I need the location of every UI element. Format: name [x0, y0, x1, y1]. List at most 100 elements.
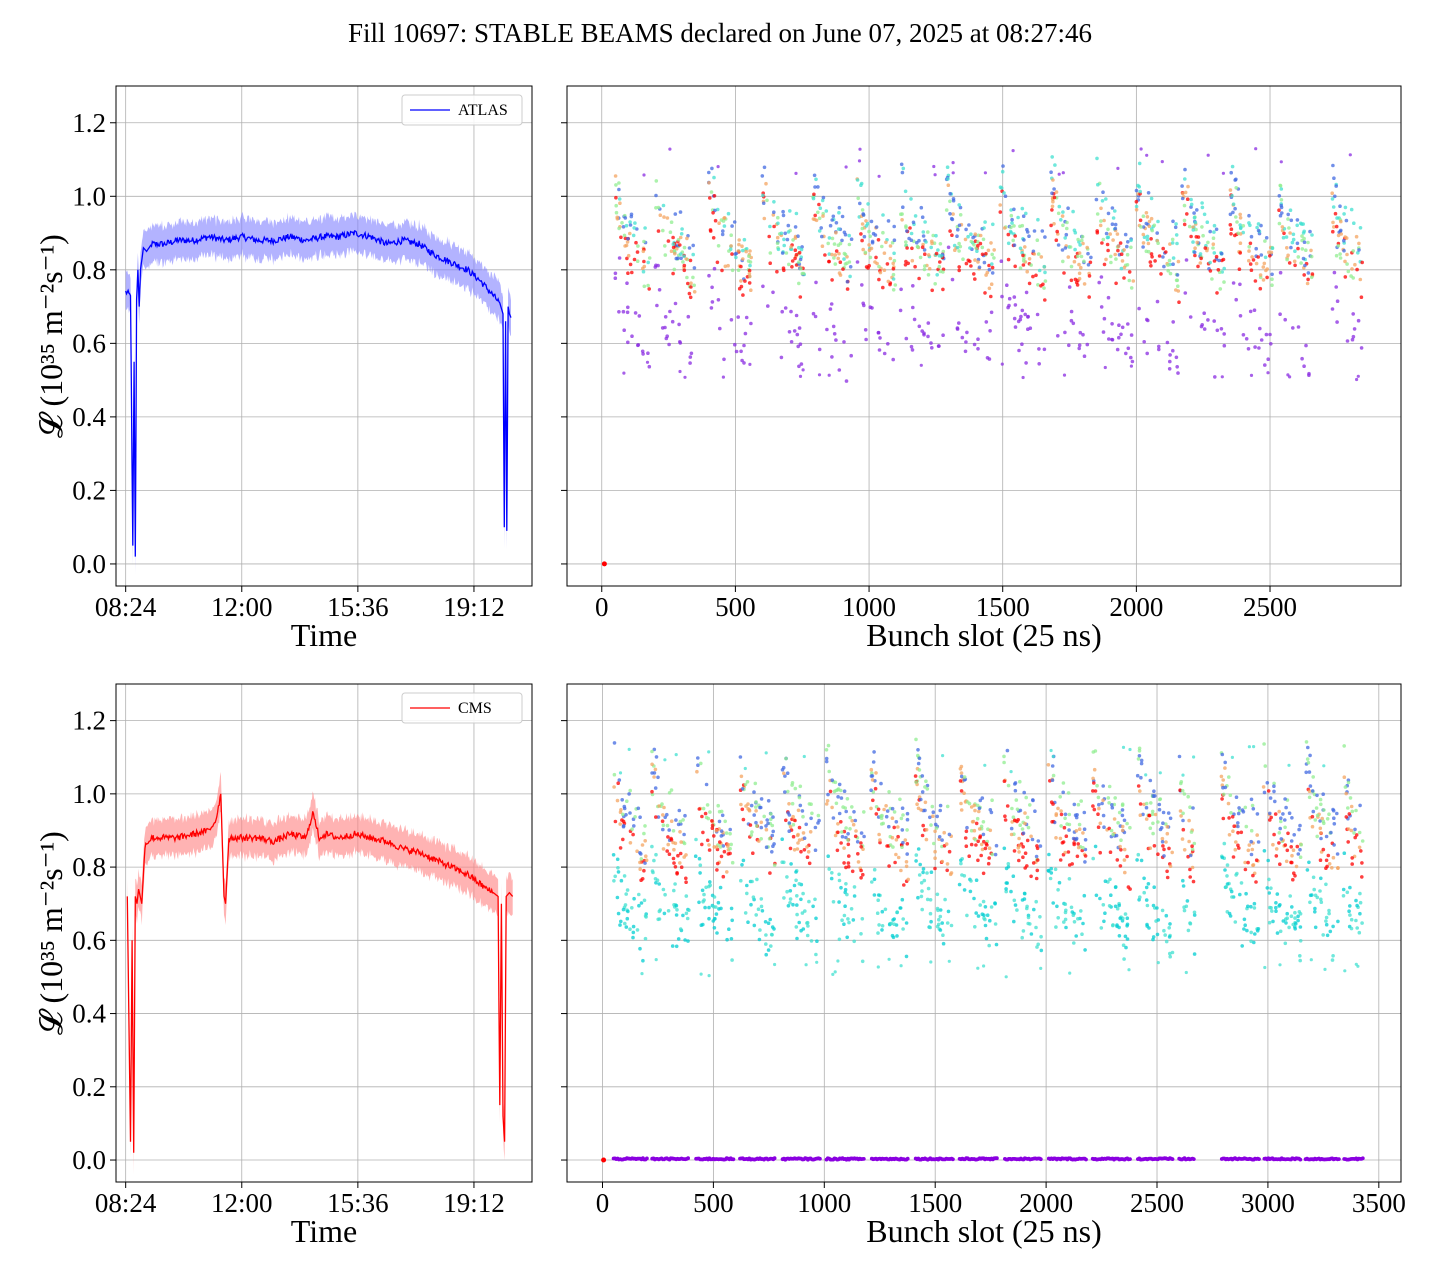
bunch-point: [1113, 222, 1118, 227]
bunch-point: [1248, 241, 1253, 246]
bunch-point: [1000, 294, 1004, 299]
bunch-point: [1304, 770, 1308, 775]
bunch-point: [622, 874, 627, 878]
bunch-point: [638, 851, 642, 855]
bunch-point: [665, 812, 669, 817]
bunch-point: [1013, 325, 1018, 329]
bunch-point: [1141, 225, 1146, 229]
bunch-point: [1021, 855, 1025, 859]
bunch-point: [1076, 842, 1080, 846]
bunch-point: [698, 863, 703, 867]
bunch-point: [666, 909, 671, 913]
bunch-point: [990, 798, 994, 802]
bunch-point: [1284, 859, 1289, 864]
bunch-point: [1225, 882, 1230, 886]
bunch-point: [1063, 236, 1067, 240]
bunch-point: [1306, 240, 1310, 245]
bunch-point: [950, 277, 955, 282]
bunch-point: [1281, 235, 1286, 240]
x-axis-label: Time: [291, 617, 357, 653]
bunch-point: [1279, 819, 1283, 824]
bunch-point: [736, 268, 741, 273]
bunch-point: [814, 916, 818, 921]
bunch-point: [1227, 833, 1232, 837]
bunch-point: [803, 909, 807, 913]
bunch-point: [1101, 903, 1106, 907]
bunch-point: [770, 850, 774, 854]
bunch-point: [1245, 928, 1249, 933]
bunch-point: [848, 827, 852, 831]
x-tick-label: 19:12: [443, 1188, 505, 1218]
bunch-point: [1298, 954, 1302, 958]
bunch-point: [852, 885, 857, 889]
bunch-point: [1123, 934, 1128, 939]
bunch-point: [639, 901, 644, 905]
bunch-point: [1254, 246, 1258, 251]
bunch-point: [958, 205, 963, 210]
bunch-point: [801, 891, 805, 896]
bunch-point: [956, 227, 960, 232]
bunch-point: [1151, 937, 1155, 942]
bunch-point: [867, 243, 871, 247]
uncertainty-band: [125, 211, 511, 574]
bunch-point: [939, 254, 944, 258]
bunch-point: [771, 290, 775, 295]
bunch-point: [712, 895, 717, 899]
bunch-point: [1241, 333, 1246, 337]
bunch-point: [784, 818, 788, 823]
bunch-point: [1290, 240, 1295, 245]
bunch-point: [1253, 345, 1257, 349]
bunch-point: [631, 924, 636, 929]
zero-row-point: [1128, 1157, 1132, 1161]
bunch-point: [769, 812, 773, 816]
bunch-point: [919, 881, 924, 885]
bunch-point: [1287, 226, 1291, 230]
bunch-point: [910, 246, 914, 251]
bunch-point: [1310, 814, 1315, 819]
bunch-point: [1237, 808, 1242, 813]
bunch-point: [759, 825, 764, 830]
bunch-point: [865, 221, 870, 226]
bunch-point: [1302, 240, 1307, 244]
bunch-point: [663, 325, 667, 330]
bunch-point: [1095, 156, 1099, 161]
bunch-point: [1024, 795, 1028, 800]
bunch-point: [1065, 226, 1069, 231]
bunch-outlier-point: [844, 165, 848, 169]
bunch-point: [887, 824, 891, 829]
bunch-point: [1302, 236, 1306, 241]
bunch-point: [1277, 221, 1282, 226]
bunch-outlier-point: [817, 373, 822, 377]
bunch-point: [1156, 852, 1160, 856]
bunch-point: [1339, 232, 1343, 236]
bunch-point: [1212, 230, 1216, 234]
bunch-point: [845, 892, 849, 897]
bunch-point: [1247, 258, 1251, 263]
bunch-point: [667, 852, 672, 856]
bunch-point: [1125, 821, 1129, 826]
bunch-point: [1116, 821, 1120, 825]
bunch-point: [1129, 245, 1133, 250]
bunch-outlier-point: [1221, 171, 1225, 175]
bunch-point: [892, 810, 897, 814]
bunch-point: [920, 215, 925, 219]
bunch-point: [1074, 829, 1079, 833]
bunch-point: [1157, 347, 1161, 352]
bunch-point: [675, 244, 679, 248]
bunch-point: [1297, 827, 1301, 832]
bunch-point: [1115, 906, 1120, 911]
bunch-point: [1073, 277, 1078, 282]
bunch-point: [654, 881, 658, 885]
bunch-point: [957, 223, 962, 228]
bunch-point: [1228, 223, 1233, 227]
bunch-point: [745, 883, 749, 888]
bunch-point: [830, 871, 834, 875]
bunch-point: [832, 332, 837, 336]
bunch-point: [650, 749, 654, 754]
bunch-point: [1026, 915, 1031, 920]
bunch-point: [1076, 237, 1080, 242]
bunch-point: [917, 873, 922, 877]
bunch-point: [799, 897, 803, 902]
bunch-point: [1336, 866, 1340, 870]
